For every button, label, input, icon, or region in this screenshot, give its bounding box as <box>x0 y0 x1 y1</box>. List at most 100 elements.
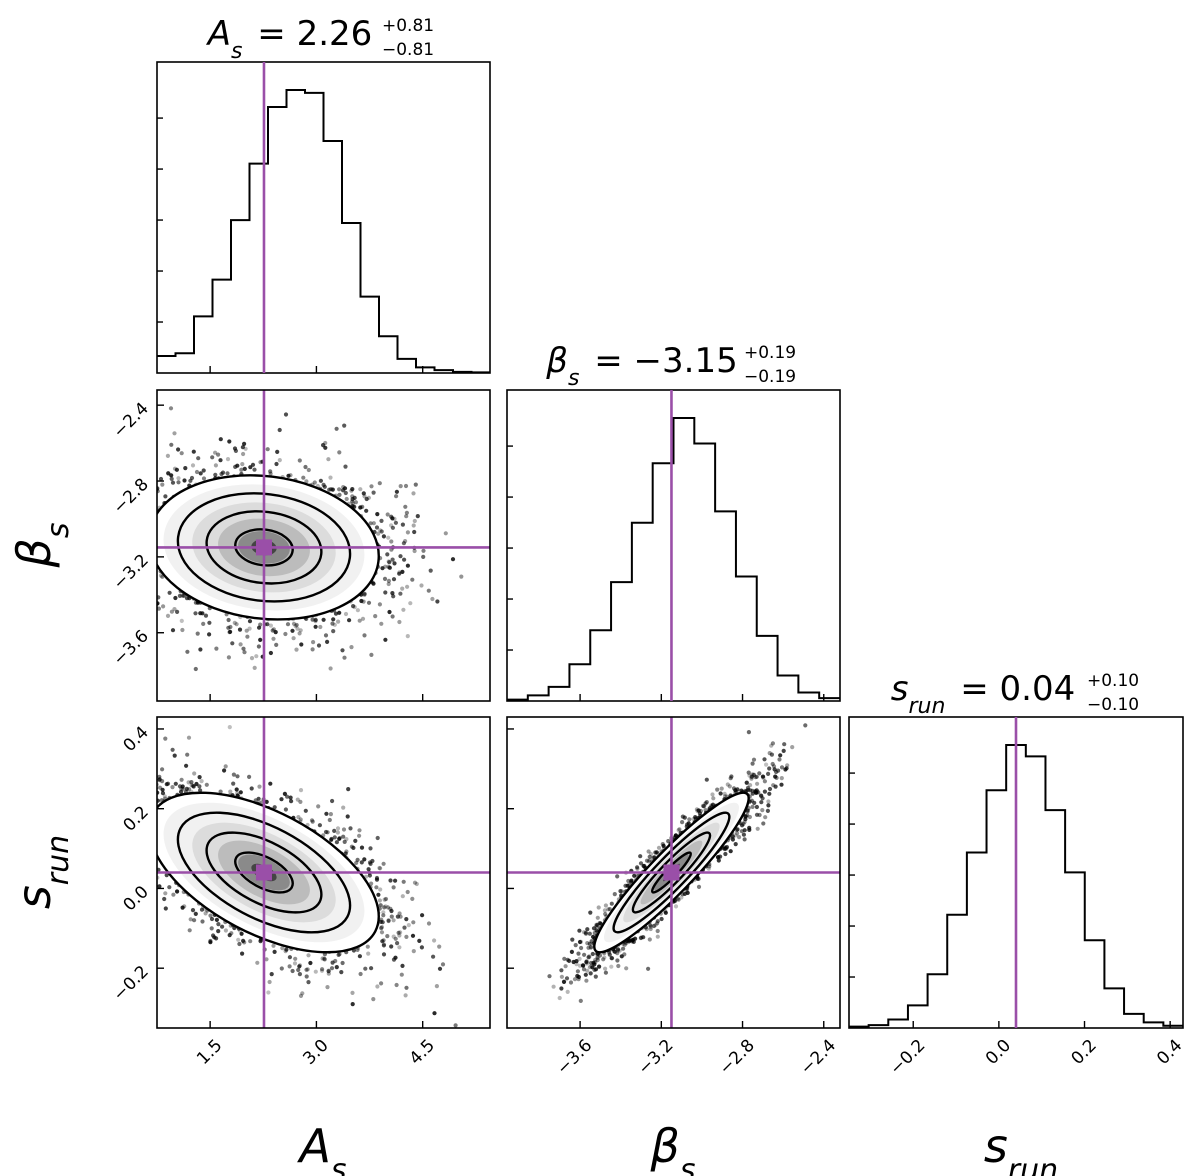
scatter-point <box>388 906 393 912</box>
scatter-point <box>306 953 311 958</box>
scatter-point <box>319 968 325 973</box>
scatter-point <box>275 449 280 454</box>
scatter-point <box>293 956 298 961</box>
scatter-point <box>419 945 424 950</box>
scatter-point <box>140 530 144 534</box>
scatter-point <box>375 511 380 517</box>
scatter-point <box>108 457 112 461</box>
scatter-point <box>378 866 383 871</box>
scatter-point <box>255 960 260 965</box>
scatter-point <box>283 949 288 954</box>
scatter-point <box>382 897 387 902</box>
scatter-point <box>247 619 253 624</box>
scatter-point <box>203 613 209 618</box>
scatter-point <box>340 960 345 966</box>
panel-frame <box>156 389 491 702</box>
scatter-point <box>403 539 408 544</box>
scatter-point <box>135 510 139 514</box>
scatter-point <box>337 450 342 455</box>
scatter-point <box>340 648 345 653</box>
scatter-point <box>337 610 342 615</box>
scatter-point <box>294 647 299 652</box>
scatter-point <box>148 586 152 590</box>
scatter-point <box>347 618 352 623</box>
scatter-point <box>203 613 208 618</box>
scatter-point <box>287 964 292 969</box>
scatter-point <box>152 512 156 516</box>
scatter-point <box>218 437 223 442</box>
scatter-point <box>312 480 317 485</box>
scatter-point <box>398 484 403 489</box>
truth-marker <box>255 539 272 556</box>
scatter-point <box>342 423 347 428</box>
scatter-point <box>194 781 199 787</box>
scatter-point <box>182 478 187 483</box>
scatter-point <box>127 787 131 791</box>
scatter-point <box>335 826 341 831</box>
scatter-point <box>121 841 125 845</box>
scatter-point <box>209 916 215 922</box>
scatter-point <box>280 946 285 951</box>
scatter-point <box>192 771 197 776</box>
panel-content <box>107 406 464 672</box>
scatter-point <box>443 531 448 536</box>
scatter-point <box>119 524 123 528</box>
scatter-point <box>313 617 318 623</box>
scatter-point <box>383 896 389 902</box>
scatter-point <box>119 791 123 795</box>
scatter-point <box>328 487 334 492</box>
scatter-point <box>126 762 130 766</box>
scatter-point <box>389 514 394 519</box>
scatter-point <box>371 490 376 495</box>
scatter-point <box>325 639 330 645</box>
scatter-point <box>107 532 111 536</box>
hist-panel-beta_s <box>506 389 841 702</box>
scatter-point <box>139 785 143 789</box>
scatter-point <box>385 552 390 557</box>
scatter-point <box>176 476 181 481</box>
scatter-point <box>299 642 304 647</box>
scatter-point <box>265 622 270 627</box>
scatter-point <box>300 991 305 996</box>
scatter-point <box>225 471 230 476</box>
scatter-point <box>247 774 252 780</box>
scatter-point <box>188 917 193 922</box>
scatter-point <box>389 908 394 914</box>
scatter-point <box>387 560 392 565</box>
scatter-point <box>228 629 233 635</box>
scatter-point <box>227 439 232 444</box>
scatter-point <box>348 826 353 831</box>
scatter-point <box>381 534 386 539</box>
scatter-point <box>198 647 203 652</box>
scatter-point <box>404 510 409 515</box>
scatter-point <box>402 557 407 562</box>
scatter-point <box>184 786 189 792</box>
scatter-point <box>350 487 355 492</box>
scatter-point <box>342 655 347 660</box>
scatter-point <box>301 475 306 480</box>
scatter-point <box>298 788 304 793</box>
scatter-point <box>336 619 341 624</box>
scatter-point <box>149 528 153 532</box>
scatter-point <box>109 844 113 848</box>
scatter-point <box>160 767 165 772</box>
scatter-point <box>419 583 424 588</box>
scatter-point <box>393 955 398 960</box>
scatter-point <box>405 889 410 895</box>
scatter-point <box>404 917 409 922</box>
scatter-point <box>386 918 391 923</box>
scatter-point <box>175 609 180 615</box>
scatter-point <box>192 918 197 923</box>
scatter-point <box>369 881 374 886</box>
scatter-point <box>355 608 360 613</box>
contour-line <box>157 474 380 621</box>
scatter-point <box>169 442 174 447</box>
scatter-point <box>392 516 397 522</box>
scatter-point <box>133 849 137 853</box>
scatter-point <box>412 548 417 554</box>
scatter-point <box>177 593 182 599</box>
scatter-point <box>386 535 391 540</box>
scatter-point <box>381 861 386 866</box>
scatter-point <box>142 781 146 785</box>
scatter-point <box>394 494 399 499</box>
